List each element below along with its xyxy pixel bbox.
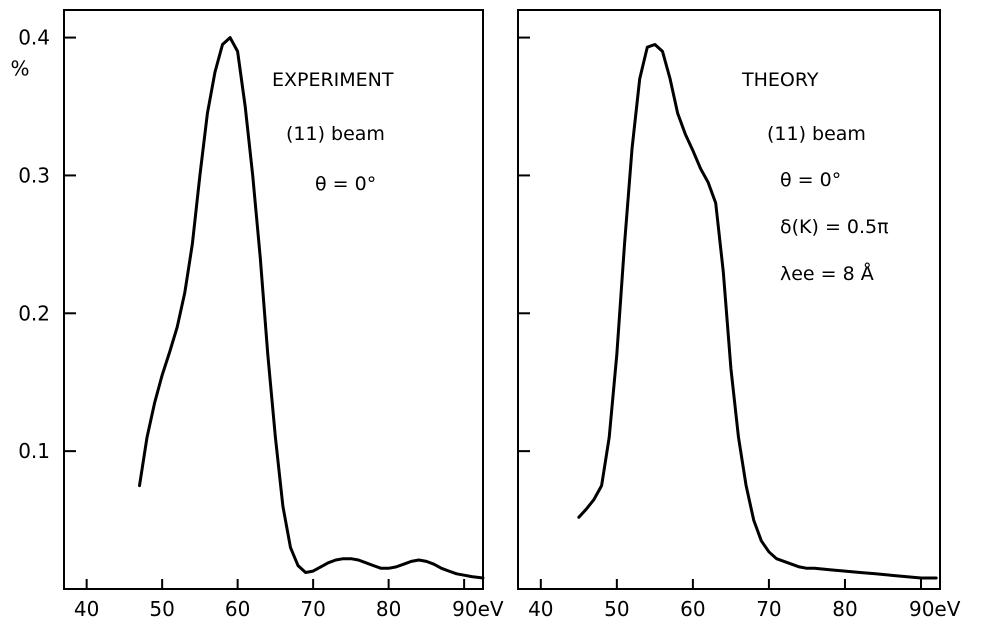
theory-panel: 40 50 60 70 80 90eV THEORY (11) beam θ = 0° δ(K) … bbox=[517, 9, 961, 621]
annotation-text: θ = 0° bbox=[315, 173, 376, 195]
plot-frame bbox=[63, 9, 484, 590]
x-tick-label: 40 bbox=[528, 597, 553, 621]
x-tick-label: 40 bbox=[74, 597, 99, 621]
annotation-text: (11) beam bbox=[286, 123, 385, 145]
x-tick-label: 80 bbox=[376, 597, 401, 621]
x-tick-label: 60 bbox=[680, 597, 705, 621]
x-tick-label: 60 bbox=[225, 597, 250, 621]
x-tick-label: 70 bbox=[300, 597, 325, 621]
y-tick-label: 0.1 bbox=[18, 439, 50, 463]
x-tick-label: 90eV bbox=[909, 597, 961, 621]
x-tick-label: 50 bbox=[149, 597, 174, 621]
y-tick-label: 0.3 bbox=[18, 163, 50, 187]
x-tick-label: 50 bbox=[604, 597, 629, 621]
x-tick-label: 80 bbox=[832, 597, 857, 621]
y-unit-label: % bbox=[10, 57, 29, 81]
x-tick-label: 70 bbox=[756, 597, 781, 621]
series-curve bbox=[577, 43, 938, 580]
y-tick-label: 0.4 bbox=[18, 26, 50, 50]
annotation-text: λee = 8 Å bbox=[780, 262, 874, 285]
annotation-text: (11) beam bbox=[767, 123, 866, 145]
y-tick-label: 0.2 bbox=[18, 301, 50, 325]
annotation-text: δ(K) = 0.5π bbox=[780, 216, 889, 238]
panel-title: THEORY bbox=[741, 69, 819, 91]
plot-frame bbox=[517, 9, 941, 590]
x-tick-label: 90eV bbox=[452, 597, 504, 621]
series-curve bbox=[138, 36, 485, 580]
panel-title: EXPERIMENT bbox=[272, 69, 394, 91]
annotation-text: θ = 0° bbox=[780, 169, 841, 191]
experiment-panel: 40 50 60 70 80 90eV 0.1 0.2 0.3 0.4% EXPERIMENT (11… bbox=[10, 9, 504, 621]
